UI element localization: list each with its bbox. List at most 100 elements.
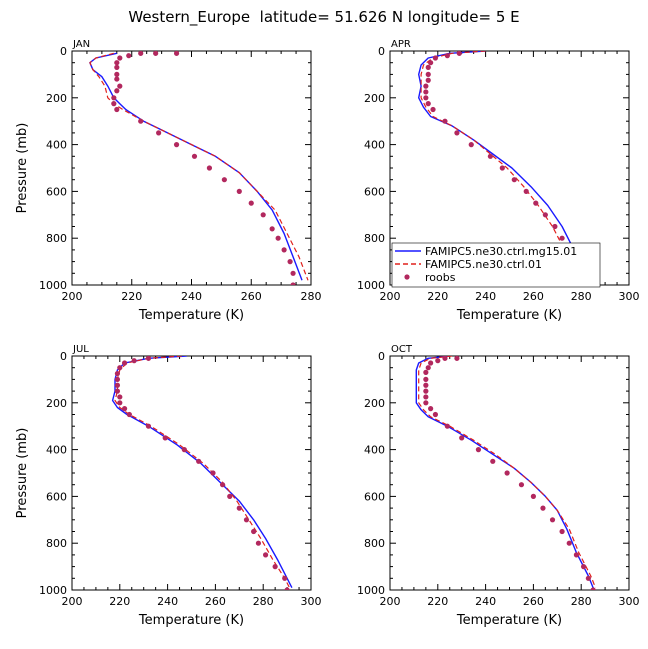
roobs-point	[423, 388, 429, 394]
ytick-label-jan: 400	[46, 139, 67, 152]
roobs-point	[475, 447, 482, 453]
roobs-point	[290, 282, 296, 285]
roobs-point	[435, 358, 441, 364]
panels: 200 220 240 260 280 0 200 400 600 800 1000 JAN Tempe…	[15, 39, 640, 628]
ytick-label-jul: 600	[46, 490, 67, 503]
roobs-point	[423, 95, 429, 101]
roobs-point	[518, 482, 525, 488]
roobs-point	[260, 212, 266, 218]
series-line-ctrl-mg15	[418, 51, 590, 283]
roobs-point	[523, 188, 529, 194]
ytick-label-jan: 800	[46, 232, 67, 245]
roobs-point	[138, 51, 144, 56]
roobs-point	[111, 101, 117, 107]
roobs-point	[117, 83, 123, 89]
ytick-label-jul: 400	[46, 444, 67, 457]
roobs-point	[490, 458, 496, 464]
roobs-point	[117, 394, 123, 400]
xtick-label-jul: 300	[301, 595, 322, 608]
figure-title: Western_Europe latitude= 51.626 N longit…	[128, 8, 519, 27]
roobs-point	[559, 235, 565, 241]
roobs-point	[272, 564, 278, 570]
roobs-point	[145, 356, 152, 361]
ytick-label-apr: 600	[364, 185, 385, 198]
roobs-point	[432, 55, 439, 61]
roobs-point	[432, 411, 439, 418]
ytick-label-apr: 1000	[357, 279, 385, 292]
xtick-label-apr: 300	[619, 290, 640, 303]
roobs-point	[459, 435, 465, 441]
xtick-label-jan: 220	[121, 290, 142, 303]
ytick-label-jan: 600	[46, 185, 67, 198]
roobs-point	[243, 517, 250, 523]
roobs-point	[114, 88, 120, 94]
ytick-label-jan: 200	[46, 92, 67, 105]
roobs-point	[262, 552, 269, 558]
roobs-point	[117, 400, 123, 406]
roobs-point	[114, 64, 120, 70]
roobs-point	[423, 382, 429, 388]
ytick-label-jul: 800	[46, 537, 67, 550]
roobs-point	[487, 153, 493, 159]
roobs-point	[121, 406, 128, 412]
legend-label: roobs	[425, 271, 456, 284]
panel-month-label: APR	[391, 39, 411, 50]
roobs-point	[138, 118, 144, 124]
roobs-point	[290, 270, 296, 276]
panel-month-label: JAN	[72, 39, 90, 50]
roobs-point	[251, 528, 257, 535]
roobs-point	[552, 223, 558, 230]
ytick-label-apr: 800	[364, 232, 385, 245]
roobs-point	[425, 77, 431, 83]
xtick-label-apr: 220	[427, 290, 448, 303]
roobs-point	[236, 505, 242, 511]
series-line-ctrl01	[420, 51, 582, 283]
roobs-point	[423, 394, 429, 400]
roobs-point	[423, 400, 429, 406]
roobs-point	[227, 493, 233, 499]
yaxis-label-jan: Pressure (mb)	[15, 123, 30, 214]
ytick-label-apr: 400	[364, 139, 385, 152]
ytick-label-jan: 1000	[39, 279, 67, 292]
legend-label: FAMIPC5.ne30.ctrl.mg15.01	[425, 245, 577, 258]
series-line-ctrl01	[418, 356, 597, 588]
roobs-point	[504, 470, 510, 476]
roobs-point	[206, 165, 213, 171]
ytick-label-oct: 1000	[357, 584, 385, 597]
roobs-point	[425, 71, 431, 77]
xtick-label-oct: 280	[571, 595, 592, 608]
panel-jul: 200 220 240 260 280 300 0 200 400 600 800 1000 JUL Te…	[15, 344, 322, 628]
roobs-point	[442, 356, 448, 361]
roobs-point	[117, 55, 123, 61]
roobs-point	[499, 165, 505, 171]
roobs-point	[454, 130, 460, 136]
legend-marker-roobs	[404, 274, 410, 280]
roobs-point	[428, 360, 434, 366]
roobs-point	[423, 369, 429, 375]
roobs-point	[284, 587, 290, 590]
ytick-label-oct: 600	[364, 490, 385, 503]
panel-oct: 200 220 240 260 280 300 0 200 400 600 800 1000 OCT Te…	[357, 344, 640, 628]
roobs-point	[111, 95, 117, 101]
roobs-point	[275, 235, 281, 241]
roobs-point	[423, 83, 429, 89]
roobs-point	[114, 71, 120, 77]
xtick-label-oct: 300	[619, 595, 640, 608]
roobs-point	[219, 482, 226, 488]
roobs-point	[425, 101, 431, 107]
roobs-point	[114, 370, 121, 377]
ytick-label-jan: 0	[60, 45, 67, 58]
ytick-label-apr: 200	[364, 92, 385, 105]
ytick-label-oct: 800	[364, 537, 385, 550]
roobs-point	[511, 177, 517, 183]
xtick-label-jan: 200	[62, 290, 83, 303]
xaxis-label-oct: Temperature (K)	[456, 613, 562, 628]
roobs-point	[540, 505, 546, 511]
panel-apr: 200 220 240 260 280 300 0 200 400 600 800 1000 APR Te…	[357, 39, 640, 323]
roobs-point	[153, 51, 159, 56]
roobs-point	[221, 177, 227, 183]
roobs-point	[173, 51, 180, 56]
roobs-point	[131, 358, 137, 364]
roobs-point	[573, 552, 580, 558]
